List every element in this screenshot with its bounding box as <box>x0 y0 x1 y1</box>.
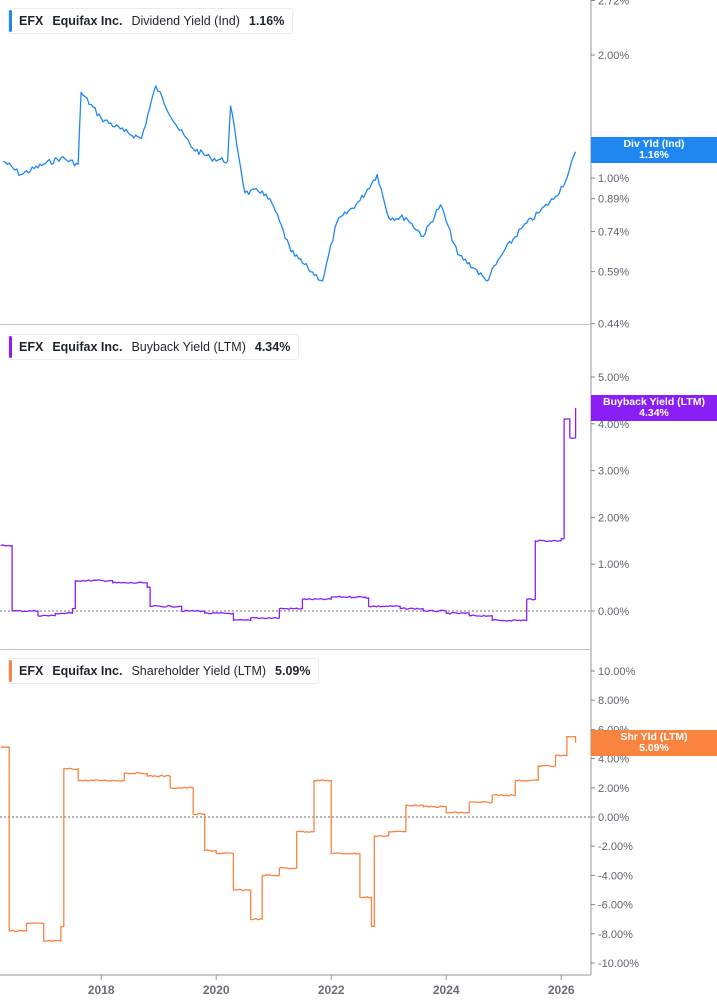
legend-value: 4.34% <box>254 340 291 354</box>
y-tick-label: 5.00% <box>598 372 629 384</box>
legend-metric: Shareholder Yield (LTM) <box>131 664 267 678</box>
tag-label: Div Yld (Ind) <box>623 138 685 150</box>
last-value-tag-buyback: Buyback Yield (LTM) 4.34% <box>591 395 717 421</box>
shareholder-yield-line <box>0 736 577 943</box>
y-tick-label: 1.00% <box>598 173 629 185</box>
buyback-yield-line <box>0 407 577 622</box>
legend-metric: Dividend Yield (Ind) <box>131 14 240 28</box>
legend-company: Equifax Inc. <box>52 340 123 354</box>
legend-ticker: EFX <box>19 664 44 678</box>
series-color-swatch <box>9 10 12 32</box>
legend-ticker: EFX <box>19 14 44 28</box>
legend-value: 1.16% <box>248 14 285 28</box>
tag-label: Shr Yld (LTM) <box>620 731 688 743</box>
x-tick-label: 2020 <box>203 983 230 997</box>
x-tick-label: 2024 <box>433 983 460 997</box>
y-tick-label: -4.00% <box>598 870 633 882</box>
y-tick-label: 2.00% <box>598 512 629 524</box>
series-color-swatch <box>9 660 12 682</box>
tag-value: 4.34% <box>639 407 669 419</box>
legend-ticker: EFX <box>19 340 44 354</box>
x-tick-label: 2026 <box>548 983 575 997</box>
y-tick-label: 2.00% <box>598 50 629 62</box>
legend-shareholder-yield: EFX Equifax Inc. Shareholder Yield (LTM)… <box>8 658 320 684</box>
y-tick-label: 4.00% <box>598 419 629 431</box>
dividend-yield-line <box>3 85 577 282</box>
y-tick-label: 0.74% <box>598 226 629 238</box>
legend-value: 5.09% <box>275 664 311 678</box>
legend-buyback-yield: EFX Equifax Inc. Buyback Yield (LTM) 4.3… <box>8 334 300 360</box>
y-tick-label: -8.00% <box>598 929 633 941</box>
tag-value: 5.09% <box>639 742 669 754</box>
legend-company: Equifax Inc. <box>52 664 123 678</box>
tag-value: 1.16% <box>639 149 669 161</box>
y-tick-label: 2.00% <box>598 783 629 795</box>
last-value-tag-dividend: Div Yld (Ind) 1.16% <box>591 137 717 163</box>
y-tick-label: 10.00% <box>598 666 636 678</box>
y-tick-label: 0.00% <box>598 606 629 618</box>
y-tick-label: 8.00% <box>598 695 629 707</box>
y-tick-label: 2.72% <box>598 0 629 7</box>
y-tick-label: 0.44% <box>598 319 629 331</box>
y-tick-label: 0.59% <box>598 267 629 279</box>
y-tick-label: -2.00% <box>598 841 633 853</box>
legend-company: Equifax Inc. <box>52 14 123 28</box>
x-axis-ticks: 2018 2020 2022 2024 2026 <box>88 975 575 997</box>
y-tick-label: 0.89% <box>598 194 629 206</box>
last-value-tag-shareholder: Shr Yld (LTM) 5.09% <box>591 730 717 756</box>
y-tick-label: 4.00% <box>598 754 629 766</box>
y-tick-label: 3.00% <box>598 466 629 478</box>
y-axis-ticks: 2.72% 2.00% 1.00% 0.89% 0.74% 0.59% 0.44% 5.00%… <box>591 0 639 970</box>
x-tick-label: 2022 <box>318 983 345 997</box>
y-tick-label: 0.00% <box>598 812 629 824</box>
y-tick-label: -10.00% <box>598 958 639 970</box>
series-color-swatch <box>9 336 12 358</box>
x-tick-label: 2018 <box>88 983 115 997</box>
legend-metric: Buyback Yield (LTM) <box>131 340 246 354</box>
y-tick-label: -6.00% <box>598 900 633 912</box>
legend-dividend-yield: EFX Equifax Inc. Dividend Yield (Ind) 1.… <box>8 8 294 34</box>
y-tick-label: 1.00% <box>598 559 629 571</box>
tag-label: Buyback Yield (LTM) <box>603 396 705 408</box>
